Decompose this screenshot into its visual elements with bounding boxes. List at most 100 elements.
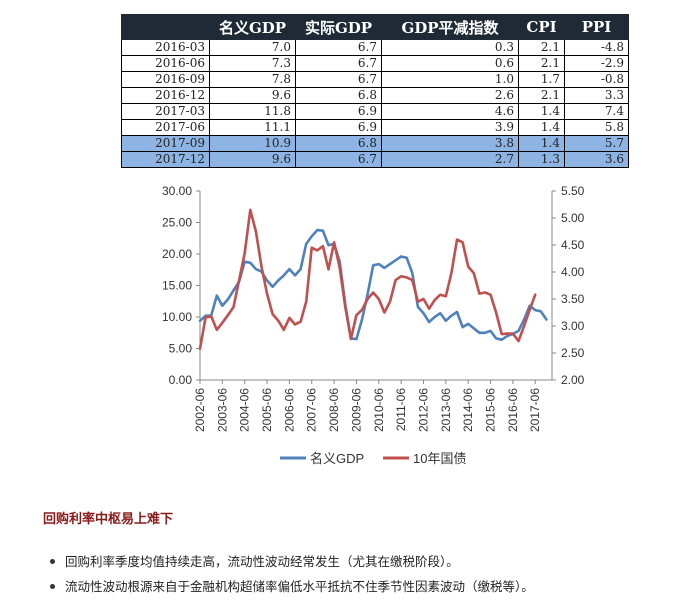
gdp-data-table: 名义GDP 实际GDP GDP平减指数 CPI PPI 2016-03 7.0 6.…: [121, 14, 629, 168]
cell-ppi: 7.4: [564, 103, 629, 120]
section-heading: 回购利率中枢易上难下: [43, 512, 174, 527]
cell-cpi: 1.4: [518, 103, 565, 120]
right-tick-label: 4.50: [561, 238, 585, 252]
header-nominal-gdp: 名义GDP: [209, 14, 296, 40]
cell-real-gdp: 6.7: [295, 151, 382, 168]
bullet-text: 回购利率季度均值持续走高，流动性波动经常发生（尤其在缴税阶段）。: [65, 554, 459, 569]
cell-real-gdp: 6.8: [295, 87, 382, 104]
left-tick-label: 10.00: [162, 310, 192, 324]
cell-deflator: 0.3: [381, 39, 519, 56]
cell-deflator: 3.8: [381, 135, 519, 152]
cell-deflator: 1.0: [381, 71, 519, 88]
bullet-dot-icon: [50, 584, 55, 589]
cell-ppi: 5.8: [564, 119, 629, 136]
right-axis-ticks: 2.00 2.50 3.00 3.50 4.00 4.50 5.00 5.50: [552, 184, 585, 387]
bullet-item: 回购利率季度均值持续走高，流动性波动经常发生（尤其在缴税阶段）。: [48, 553, 534, 578]
cell-ppi: -0.8: [564, 71, 629, 88]
header-ppi: PPI: [564, 14, 629, 40]
cell-real-gdp: 6.9: [295, 103, 382, 120]
table-row: 2017-09 10.9 6.8 3.8 1.4 5.7: [121, 135, 629, 152]
cell-deflator: 2.6: [381, 87, 519, 104]
cell-cpi: 1.4: [518, 119, 565, 136]
cell-nominal-gdp: 11.1: [209, 119, 296, 136]
x-tick-label: 2004-06: [238, 388, 252, 432]
x-tick-label: 2003-06: [215, 388, 229, 432]
right-tick-label: 2.00: [561, 373, 585, 387]
x-tick-label: 2007-06: [305, 388, 319, 432]
table-row: 2016-03 7.0 6.7 0.3 2.1 -4.8: [121, 39, 629, 56]
legend-label-nominal-gdp: 名义GDP: [310, 451, 364, 466]
cell-period: 2016-09: [121, 71, 210, 88]
x-tick-label: 2005-06: [260, 388, 274, 432]
cell-deflator: 0.6: [381, 55, 519, 72]
cell-ppi: -2.9: [564, 55, 629, 72]
table-row: 2017-06 11.1 6.9 3.9 1.4 5.8: [121, 119, 629, 136]
header-cpi: CPI: [518, 14, 565, 40]
x-tick-label: 2009-06: [349, 388, 363, 432]
bullet-dot-icon: [50, 559, 55, 564]
header-gdp-deflator: GDP平减指数: [381, 14, 519, 40]
cell-real-gdp: 6.9: [295, 119, 382, 136]
cell-period: 2016-12: [121, 87, 210, 104]
cell-real-gdp: 6.8: [295, 135, 382, 152]
cell-cpi: 1.7: [518, 71, 565, 88]
cell-deflator: 3.9: [381, 119, 519, 136]
cell-real-gdp: 6.7: [295, 71, 382, 88]
cell-real-gdp: 6.7: [295, 55, 382, 72]
x-tick-label: 2008-06: [327, 388, 341, 432]
table-row: 2016-09 7.8 6.7 1.0 1.7 -0.8: [121, 71, 629, 88]
cell-nominal-gdp: 7.8: [209, 71, 296, 88]
cell-cpi: 1.4: [518, 135, 565, 152]
left-tick-label: 20.00: [162, 247, 192, 261]
x-tick-label: 2010-06: [372, 388, 386, 432]
x-tick-label: 2011-06: [394, 388, 408, 431]
right-tick-label: 5.00: [561, 211, 585, 225]
cell-cpi: 1.3: [518, 151, 565, 168]
cell-cpi: 2.1: [518, 39, 565, 56]
table-row: 2016-06 7.3 6.7 0.6 2.1 -2.9: [121, 55, 629, 72]
x-tick-label: 2016-06: [506, 388, 520, 432]
x-tick-label: 2012-06: [416, 388, 430, 432]
left-tick-label: 5.00: [169, 342, 193, 356]
header-period: [121, 14, 210, 40]
cell-period: 2017-12: [121, 151, 210, 168]
cell-period: 2016-06: [121, 55, 210, 72]
right-tick-label: 3.50: [561, 292, 585, 306]
cell-period: 2017-03: [121, 103, 210, 120]
cell-ppi: 5.7: [564, 135, 629, 152]
table-row: 2017-03 11.8 6.9 4.6 1.4 7.4: [121, 103, 629, 120]
bullet-item: 流动性波动根源来自于金融机构超储率偏低水平抵抗不住季节性因素波动（缴税等）。: [48, 578, 534, 603]
cell-nominal-gdp: 9.6: [209, 151, 296, 168]
chart-series: [198, 208, 548, 350]
x-tick-label: 2006-06: [282, 388, 296, 432]
series-line-10y-bond: [198, 208, 537, 350]
legend-label-10y-bond: 10年国债: [413, 451, 466, 466]
cell-nominal-gdp: 10.9: [209, 135, 296, 152]
cell-cpi: 2.1: [518, 87, 565, 104]
chart-legend: 名义GDP 10年国债: [280, 451, 466, 466]
cell-period: 2017-06: [121, 119, 210, 136]
cell-nominal-gdp: 9.6: [209, 87, 296, 104]
right-tick-label: 4.00: [561, 265, 585, 279]
cell-real-gdp: 6.7: [295, 39, 382, 56]
cell-period: 2016-03: [121, 39, 210, 56]
cell-ppi: 3.6: [564, 151, 629, 168]
x-tick-label: 2015-06: [484, 388, 498, 432]
table-row: 2017-12 9.6 6.7 2.7 1.3 3.6: [121, 151, 629, 168]
table-row: 2016-12 9.6 6.8 2.6 2.1 3.3: [121, 87, 629, 104]
cell-nominal-gdp: 7.3: [209, 55, 296, 72]
table-header-row: 名义GDP 实际GDP GDP平减指数 CPI PPI: [121, 14, 629, 40]
right-tick-label: 5.50: [561, 184, 585, 198]
x-axis-ticks: 2002-06 2003-06 2004-06 2005-06 2006-06 2007-…: [193, 380, 542, 432]
x-tick-label: 2002-06: [193, 388, 207, 432]
left-tick-label: 15.00: [162, 279, 192, 293]
cell-deflator: 4.6: [381, 103, 519, 120]
right-tick-label: 2.50: [561, 346, 585, 360]
left-tick-label: 0.00: [169, 373, 193, 387]
bullet-list: 回购利率季度均值持续走高，流动性波动经常发生（尤其在缴税阶段）。 流动性波动根源…: [48, 553, 534, 603]
cell-ppi: 3.3: [564, 87, 629, 104]
cell-nominal-gdp: 7.0: [209, 39, 296, 56]
x-tick-label: 2014-06: [461, 388, 475, 432]
header-real-gdp: 实际GDP: [295, 14, 382, 40]
